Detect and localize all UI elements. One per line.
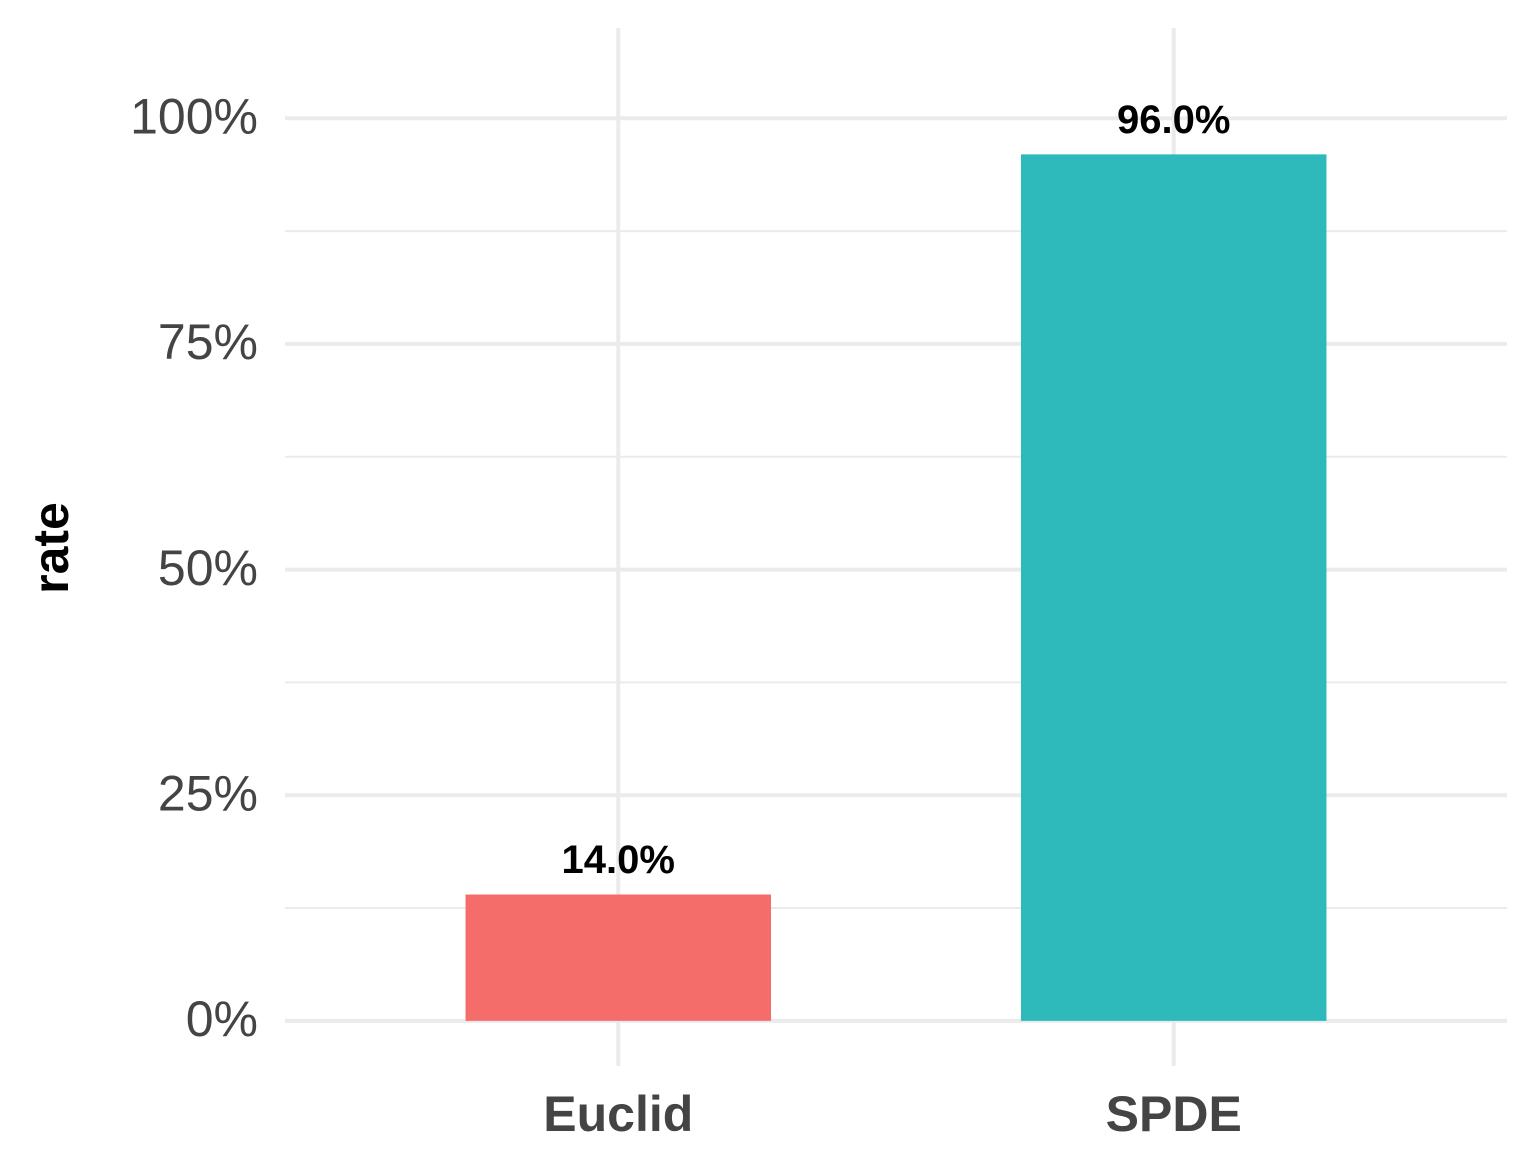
y-tick-label: 25% (158, 765, 258, 821)
data-label: 96.0% (1117, 98, 1230, 142)
y-axis-title: rate (23, 502, 79, 594)
y-tick-label: 50% (158, 540, 258, 596)
y-tick-label: 75% (158, 314, 258, 370)
y-tick-label: 0% (186, 991, 258, 1047)
y-tick-label: 100% (130, 88, 258, 144)
bar (1020, 154, 1327, 1021)
bar (465, 894, 772, 1021)
data-label: 14.0% (562, 838, 675, 882)
x-tick-label: SPDE (1106, 1086, 1242, 1142)
x-tick-label: Euclid (543, 1086, 693, 1142)
